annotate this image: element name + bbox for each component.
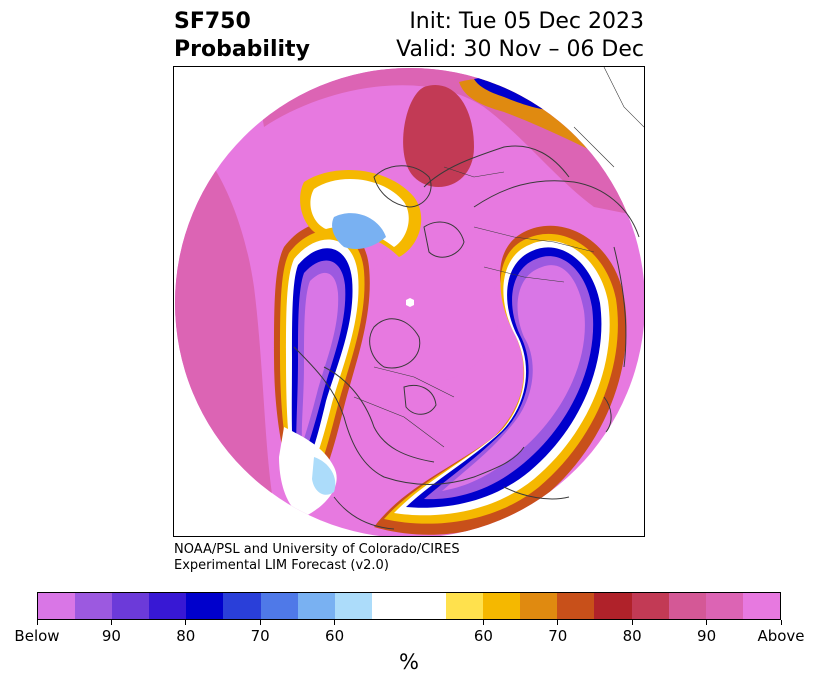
- colorbar-segment: [334, 593, 372, 619]
- valid-range: Valid: 30 Nov – 06 Dec: [396, 37, 644, 62]
- colorbar-tick: [706, 620, 708, 625]
- colorbar-tick: [36, 620, 38, 625]
- colorbar-segment: [186, 593, 224, 619]
- colorbar-tick: [482, 620, 484, 625]
- probability-field: [175, 68, 644, 536]
- colorbar-segment: [668, 593, 706, 619]
- colorbar-segment: [149, 593, 187, 619]
- below-core-namerica: [301, 272, 339, 445]
- credit-line-2: Experimental LIM Forecast (v2.0): [174, 558, 389, 573]
- colorbar-label: 60: [325, 627, 345, 645]
- polar-map: [175, 67, 644, 536]
- init-date: Init: Tue 05 Dec 2023: [409, 9, 644, 34]
- colorbar-label: 80: [176, 627, 196, 645]
- colorbar-tick: [334, 620, 336, 625]
- colorbar-label: 90: [101, 627, 121, 645]
- colorbar-label: 70: [250, 627, 270, 645]
- colorbar-tick: [557, 620, 559, 625]
- colorbar-tick: [780, 620, 782, 625]
- colorbar-segment: [297, 593, 335, 619]
- ring-neutral-greenland: [310, 179, 409, 247]
- below-light-greenland: [332, 213, 386, 249]
- colorbar-segment: [520, 593, 558, 619]
- colorbar-segment: [705, 593, 743, 619]
- colorbar-segment: [371, 593, 447, 619]
- neutral-mexico: [279, 427, 337, 517]
- borders: [353, 67, 644, 448]
- colorbar-tick: [631, 620, 633, 625]
- colorbar: [37, 592, 781, 620]
- colorbar-segment: [742, 593, 780, 619]
- product-name: Probability: [174, 37, 310, 62]
- colorbar-tick: [185, 620, 187, 625]
- above-region-center: [403, 85, 474, 187]
- colorbar-unit: %: [399, 650, 419, 674]
- map-panel: [173, 66, 645, 537]
- colorbar-label: 60: [473, 627, 493, 645]
- below-light-mexico: [312, 457, 336, 495]
- colorbar-label: Below: [14, 627, 60, 645]
- colorbar-tick: [110, 620, 112, 625]
- title-left: SF750 Probability: [174, 8, 310, 64]
- credit-line-1: NOAA/PSL and University of Colorado/CIRE…: [174, 542, 460, 557]
- colorbar-segment: [557, 593, 595, 619]
- pole-marker: [406, 298, 414, 307]
- coastlines: [293, 145, 640, 530]
- below-core-asia: [442, 265, 585, 491]
- colorbar-segment: [483, 593, 521, 619]
- colorbar-segment: [631, 593, 669, 619]
- colorbar-label: 90: [697, 627, 717, 645]
- title-right: Init: Tue 05 Dec 2023 Valid: 30 Nov – 06…: [396, 8, 644, 64]
- colorbar-segment: [446, 593, 484, 619]
- colorbar-label: 80: [622, 627, 642, 645]
- colorbar-label: 70: [548, 627, 568, 645]
- above-edge-europe: [459, 78, 614, 162]
- colorbar-segment: [260, 593, 298, 619]
- colorbar-tick: [259, 620, 261, 625]
- credit-text: NOAA/PSL and University of Colorado/CIRE…: [174, 542, 460, 574]
- colorbar-label: Above: [757, 627, 805, 645]
- above-arctic: [359, 242, 499, 382]
- colorbar-segment: [38, 593, 76, 619]
- variable-name: SF750: [174, 9, 251, 34]
- colorbar-segment: [223, 593, 261, 619]
- colorbar-segment: [112, 593, 150, 619]
- colorbar-segment: [594, 593, 632, 619]
- colorbar-segment: [75, 593, 113, 619]
